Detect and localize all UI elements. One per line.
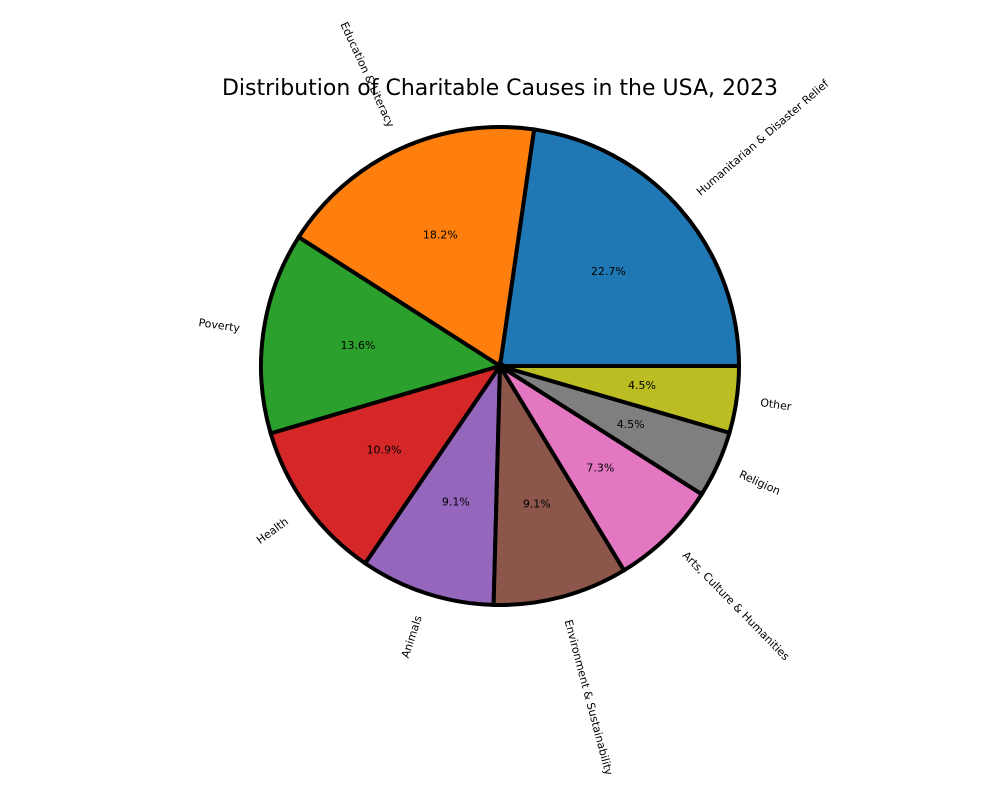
slice-category-label: Health — [254, 515, 291, 547]
slice-percentage-label: 4.5% — [628, 379, 656, 392]
pie-slice — [491, 359, 627, 607]
slice-category-label: Other — [759, 396, 792, 413]
slice-percentage-label: 13.6% — [341, 339, 376, 352]
slice-category-label: Animals — [399, 614, 425, 660]
pie-slices — [259, 125, 742, 607]
slice-category-label: Religion — [737, 468, 782, 498]
slice-percentage-label: 9.1% — [523, 498, 551, 511]
pie-slice — [498, 364, 705, 574]
pie-slice — [497, 127, 742, 368]
slice-category-label: Education & Literacy — [338, 20, 398, 130]
slice-percentage-label: 22.7% — [591, 265, 626, 278]
percentage-labels: 22.7% 18.2% 13.6% 10.9% 9.1% 9.1% 7.3% 4.5% 4.5% — [341, 229, 656, 511]
pie-slice — [362, 359, 503, 607]
slice-category-label: Poverty — [198, 316, 241, 335]
slice-percentage-label: 10.9% — [367, 443, 402, 456]
pie-slice — [259, 234, 505, 436]
pie-slice — [295, 125, 537, 370]
slice-percentage-label: 7.3% — [586, 461, 614, 474]
slice-percentage-label: 4.5% — [617, 418, 645, 431]
pie-slice — [499, 364, 742, 436]
slice-percentage-label: 9.1% — [442, 495, 470, 508]
pie-slice — [268, 362, 505, 567]
slice-category-label: Environment & Sustainability — [562, 618, 616, 777]
slice-category-label: Arts, Culture & Humanities — [680, 549, 793, 664]
chart-title: Distribution of Charitable Causes in the… — [222, 76, 778, 101]
slice-percentage-label: 18.2% — [423, 229, 458, 242]
